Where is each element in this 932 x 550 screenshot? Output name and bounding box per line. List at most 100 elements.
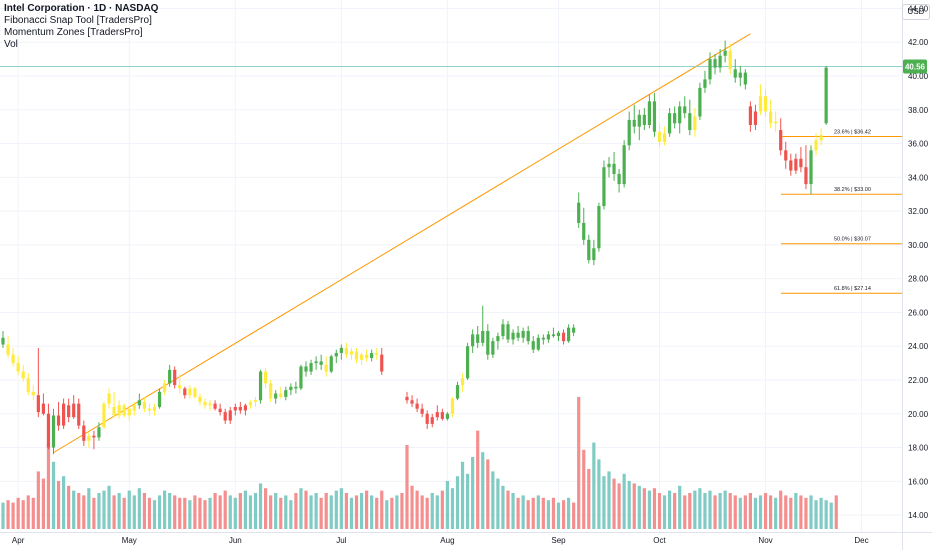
volume-bar (279, 497, 283, 529)
volume-bar (683, 495, 687, 529)
volume-bar (430, 493, 434, 529)
time-axis[interactable]: Apr May Jun Jul Aug Sep Oct Nov Dec (12, 536, 869, 545)
candle-body (228, 410, 232, 421)
volume-bar (794, 493, 798, 529)
candle-body (794, 158, 798, 171)
volume-bar (157, 495, 162, 529)
candle-body (243, 405, 247, 411)
volume-bar (92, 497, 96, 529)
volume-bar (395, 495, 399, 529)
symbol-title[interactable]: Intel Corporation · 1D · NASDAQ (4, 3, 159, 14)
volume-bar (248, 495, 253, 529)
volume-bar (112, 495, 116, 529)
candle-body (814, 140, 818, 151)
candle-body (718, 55, 722, 68)
volume-bar (476, 430, 480, 529)
volume-bar (264, 488, 268, 529)
candle-body (617, 173, 621, 185)
volume-bar (370, 495, 374, 529)
candle-body (370, 352, 374, 359)
volume-bar (314, 493, 318, 529)
volume-bar (304, 490, 308, 529)
candle-body (597, 206, 601, 249)
volume-bar (420, 495, 424, 529)
candle-body (203, 401, 207, 406)
candle-body (11, 354, 15, 364)
currency-button[interactable]: USD (902, 4, 930, 20)
volume-bar (178, 497, 182, 529)
last-price-badge (903, 59, 927, 74)
candle-body (541, 337, 545, 340)
volume-bar (359, 493, 364, 529)
candle-body (77, 403, 81, 426)
candle-body (26, 378, 30, 392)
indicator-momentum[interactable]: Momentum Zones [TradersPro] (4, 27, 143, 38)
candle-body (758, 96, 763, 112)
x-tick-label: Sep (551, 536, 566, 545)
candle-body (163, 383, 167, 392)
candle-body (46, 413, 51, 448)
volume-bar (804, 497, 808, 529)
candle-body (763, 96, 768, 112)
volume-bar (693, 490, 697, 529)
candle-body (147, 408, 152, 411)
volume-bar (678, 485, 682, 529)
candle-body (607, 163, 611, 168)
candle-body (662, 133, 667, 142)
volume-bar (627, 481, 631, 529)
volume-bar (723, 490, 727, 529)
volume-bar (526, 500, 530, 529)
candle-body (466, 346, 470, 379)
candle-body (481, 331, 485, 343)
candle-body (627, 119, 631, 146)
indicator-volume[interactable]: Vol (4, 39, 18, 50)
candle-body (733, 69, 737, 78)
volume-bar (97, 493, 101, 529)
volume-bar (774, 497, 778, 529)
candle-body (248, 401, 253, 406)
volume-bar (415, 490, 419, 529)
candle-body (334, 352, 338, 357)
volume-bar (87, 488, 91, 529)
candle-body (693, 116, 697, 131)
candle-body (82, 425, 86, 441)
candle-body (127, 408, 131, 416)
indicator-fibonacci[interactable]: Fibonacci Snap Tool [TradersPro] (4, 15, 152, 26)
volume-bar (329, 495, 333, 529)
volume-bar (223, 490, 227, 529)
candle-body (339, 347, 343, 353)
volume-bar (117, 493, 121, 529)
volume-bar (546, 500, 550, 529)
candle-body (289, 386, 293, 391)
volume-bar (486, 459, 490, 529)
volume-bar (208, 497, 212, 529)
candle-body (284, 390, 288, 397)
candle-body (142, 401, 146, 409)
fib-level-label: 38.2% | $33.00 (834, 187, 871, 193)
candle-body (223, 412, 227, 421)
price-axis[interactable]: 14.00 16.00 18.00 20.00 22.00 24.00 26.00 28.00… (903, 4, 929, 520)
candle-body (531, 341, 535, 350)
candle-body (753, 111, 758, 125)
candle-body (117, 405, 121, 416)
volume-bar (713, 495, 717, 529)
candle-body (31, 391, 35, 396)
candle-body (657, 131, 662, 142)
volume-bar (799, 495, 803, 529)
candle-body (253, 400, 258, 402)
volume-bar (435, 495, 439, 529)
y-tick-label: 42.00 (908, 38, 929, 47)
volume-bar (218, 495, 222, 529)
candle-body (602, 167, 606, 207)
volume-bar (147, 497, 152, 529)
volume-bar (1, 502, 5, 529)
candle-body (748, 106, 752, 125)
candle-body (173, 369, 177, 386)
volume-bar (319, 497, 323, 529)
volume-bar (26, 495, 30, 529)
y-tick-label: 34.00 (908, 173, 929, 182)
candle-body (299, 366, 303, 389)
candle-body (405, 396, 409, 401)
volume-bar (829, 502, 833, 529)
